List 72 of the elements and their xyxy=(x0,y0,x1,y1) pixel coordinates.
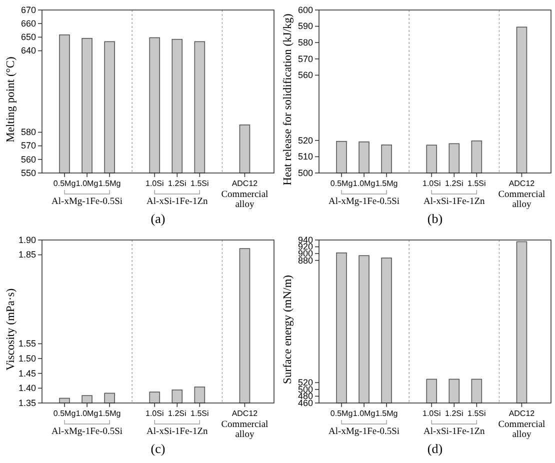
x-tick-label: 0.5Mg xyxy=(330,179,353,188)
y-tick-label: 510 xyxy=(298,152,313,162)
x-tick-label: 1.5Si xyxy=(468,409,486,418)
text: Al-xSi-1Fe-1Zn xyxy=(146,197,208,207)
y-tick-label: 660 xyxy=(20,18,36,28)
text: (c) xyxy=(150,441,166,456)
x-tick-label: 0.5Mg xyxy=(53,179,76,188)
x-tick-label: 1.0Si xyxy=(422,179,441,188)
y-tick-label: 1.40 xyxy=(18,383,36,394)
text: (d) xyxy=(427,441,443,456)
text: Al-xSi-1Fe-1Zn xyxy=(146,427,208,437)
text: Al-xSi-1Fe-1Zn xyxy=(424,427,486,437)
x-tick-label: 1.5Si xyxy=(190,409,210,418)
x-tick-label: 1.0Si xyxy=(146,179,164,188)
x-tick-label: 1.0Si xyxy=(146,409,164,418)
x-tick-label: 1.2Si xyxy=(445,409,464,418)
y-tick-label: 570 xyxy=(298,54,313,64)
y-tick-label: 560 xyxy=(20,154,36,164)
y-tick-label: 590 xyxy=(298,21,313,32)
x-tick-label: 1.5Si xyxy=(190,179,210,188)
y-tick-label: 650 xyxy=(20,32,36,42)
text: Al-xMg-1Fe-0.5Si xyxy=(52,427,123,437)
y-tick-label: 1.85 xyxy=(18,250,36,260)
x-tick-label: 1.2Si xyxy=(445,179,464,188)
text: Al-xMg-1Fe-0.5Si xyxy=(328,197,400,207)
y-axis-title: Heat release for solidification (kJ/kg) xyxy=(282,13,294,186)
y-axis-title: Melting point (°C) xyxy=(5,56,17,142)
x-tick-label: ADC12 xyxy=(508,409,536,418)
y-tick-label: 1.45 xyxy=(18,368,36,378)
text: Commercial alloy xyxy=(498,190,546,210)
y-tick-label: 520 xyxy=(298,135,313,146)
x-tick-label: 1.0Si xyxy=(422,409,441,418)
y-axis-title: Surface energy (mN/m) xyxy=(282,274,294,384)
text: Commercial alloy xyxy=(498,420,546,440)
x-tick-label: 1.0Mg xyxy=(76,179,98,188)
y-tick-label: 580 xyxy=(20,127,36,138)
x-tick-label: ADC12 xyxy=(232,179,258,188)
x-tick-label: 1.5Si xyxy=(468,179,486,188)
x-tick-label: 1.0Mg xyxy=(352,409,376,418)
y-tick-label: 500 xyxy=(298,168,313,178)
y-tick-label: 1.50 xyxy=(18,353,36,364)
y-tick-label: 940 xyxy=(298,234,313,245)
y-tick-label: 1.35 xyxy=(18,398,36,408)
x-tick-label: 0.5Mg xyxy=(53,409,76,418)
x-tick-label: 1.2Si xyxy=(168,409,186,418)
x-tick-label: 1.5Mg xyxy=(98,179,121,188)
y-tick-label: 570 xyxy=(20,140,36,151)
text: Al-xMg-1Fe-0.5Si xyxy=(328,427,400,437)
text: Commercial alloy xyxy=(221,420,269,440)
x-tick-label: 1.5Mg xyxy=(375,409,398,418)
x-tick-label: 1.5Mg xyxy=(375,179,398,188)
y-tick-label: 580 xyxy=(298,37,313,48)
y-tick-label: 560 xyxy=(298,70,313,80)
x-tick-label: ADC12 xyxy=(508,179,536,188)
y-tick-label: 670 xyxy=(20,4,36,15)
text: Al-xMg-1Fe-0.5Si xyxy=(52,197,123,207)
x-tick-label: 1.0Mg xyxy=(352,179,376,188)
text: Commercial alloy xyxy=(221,190,269,210)
y-tick-label: 640 xyxy=(20,46,36,56)
y-tick-label: 1.55 xyxy=(18,338,36,349)
x-tick-label: 0.5Mg xyxy=(330,409,353,418)
y-axis-title: Viscosity (mPa·s) xyxy=(5,288,17,371)
x-tick-label: 1.5Mg xyxy=(98,409,121,418)
y-tick-label: 1.90 xyxy=(18,234,36,245)
x-tick-label: 1.2Si xyxy=(168,179,186,188)
text: Al-xSi-1Fe-1Zn xyxy=(424,197,486,207)
y-tick-label: 550 xyxy=(20,168,36,178)
x-tick-label: ADC12 xyxy=(232,409,258,418)
text: (a) xyxy=(150,211,166,226)
text: (b) xyxy=(427,211,443,226)
x-tick-label: 1.0Mg xyxy=(76,409,98,418)
y-tick-label: 600 xyxy=(298,4,313,15)
